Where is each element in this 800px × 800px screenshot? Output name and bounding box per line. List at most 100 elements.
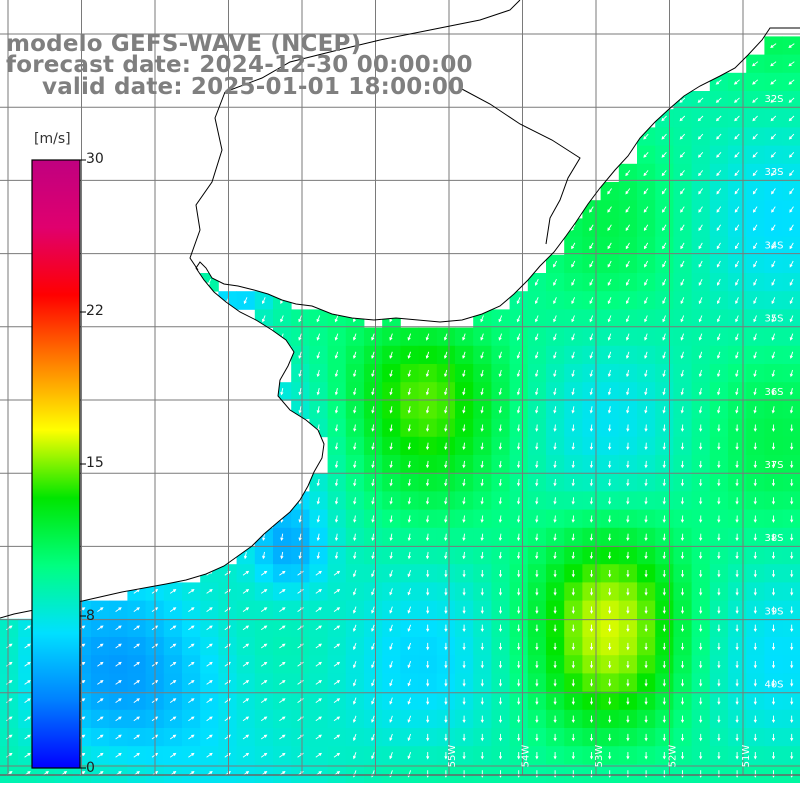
wind-arrow <box>534 279 539 286</box>
wind-arrow <box>316 533 320 542</box>
wind-arrow <box>608 588 612 596</box>
wind-arrow <box>352 752 357 760</box>
wind-arrow <box>426 642 430 651</box>
wind-arrow <box>790 715 794 724</box>
wind-arrow <box>315 607 322 612</box>
wind-arrow <box>662 369 666 378</box>
wind-arrow <box>717 515 721 523</box>
wind-arrow <box>407 442 411 451</box>
wind-arrow <box>389 515 393 523</box>
wind-arrow <box>97 734 104 740</box>
wind-arrow <box>626 479 630 487</box>
wind-arrow <box>753 642 757 651</box>
wind-arrow <box>644 752 648 760</box>
wind-arrow <box>771 479 776 487</box>
wind-arrow <box>662 515 666 523</box>
wind-arrow <box>644 715 648 724</box>
wind-arrow <box>790 497 794 505</box>
wind-arrow <box>626 570 630 578</box>
wind-arrow <box>625 224 630 231</box>
wind-arrow <box>734 170 740 177</box>
wind-arrow <box>371 479 375 487</box>
wind-arrow <box>716 133 722 140</box>
wind-arrow <box>607 297 612 305</box>
wind-arrow <box>753 424 757 432</box>
wind-arrow <box>334 369 339 378</box>
wind-arrow <box>169 752 177 758</box>
wind-arrow <box>698 188 703 195</box>
wind-arrow <box>480 388 484 396</box>
wind-arrow <box>334 515 339 523</box>
wind-arrow <box>480 424 484 432</box>
wind-arrow <box>790 679 794 687</box>
wind-arrow <box>462 333 466 341</box>
wind-arrow <box>517 588 521 596</box>
wind-arrow <box>771 442 776 451</box>
wind-arrow <box>698 388 703 396</box>
wind-arrow <box>462 369 466 378</box>
wind-arrow <box>443 369 448 378</box>
wind-arrow <box>97 643 104 649</box>
wind-arrow <box>389 369 393 378</box>
wind-arrow <box>735 297 739 305</box>
wind-arrow <box>771 533 776 542</box>
wind-arrow <box>133 625 140 631</box>
wind-arrow <box>352 606 357 614</box>
wind-arrow <box>662 224 667 231</box>
wind-arrow <box>644 551 648 560</box>
wind-arrow <box>680 315 685 323</box>
wind-arrow <box>535 679 539 687</box>
wind-arrow <box>206 607 213 612</box>
wind-arrow <box>771 224 776 231</box>
wind-arrow <box>771 606 776 614</box>
wind-arrow <box>462 424 466 432</box>
wind-arrow <box>389 715 393 723</box>
wind-arrow <box>553 424 557 432</box>
wind-arrow <box>352 697 357 705</box>
wind-arrow <box>589 679 594 687</box>
wind-arrow <box>753 733 757 742</box>
wind-arrow <box>535 588 539 596</box>
wind-arrow <box>699 661 703 669</box>
wind-arrow <box>279 734 286 740</box>
wind-arrow <box>334 315 339 323</box>
wind-arrow <box>389 388 393 396</box>
wind-arrow <box>6 680 13 685</box>
wind-arrow <box>680 333 685 341</box>
wind-arrow <box>242 570 250 576</box>
wind-arrow <box>133 643 140 649</box>
wind-arrow <box>717 424 721 432</box>
wind-arrow <box>535 733 539 742</box>
wind-arrow <box>644 606 648 614</box>
wind-arrow <box>753 570 757 578</box>
wind-arrow <box>753 661 757 669</box>
wind-arrow <box>553 752 557 760</box>
model-title: modelo GEFS-WAVE (NCEP) <box>6 31 362 57</box>
wind-arrow <box>462 406 466 414</box>
wind-arrow <box>626 624 630 633</box>
wind-arrow <box>717 588 721 596</box>
wind-arrow <box>644 369 648 378</box>
colorbar-tick-30: 30 <box>86 151 104 167</box>
wind-arrow <box>625 260 630 268</box>
wind-arrow <box>6 625 13 631</box>
wind-arrow <box>571 369 575 378</box>
wind-arrow <box>553 697 557 705</box>
wind-arrow <box>771 206 776 213</box>
wind-arrow <box>315 589 322 594</box>
wind-arrow <box>644 515 648 523</box>
wind-arrow <box>333 661 341 667</box>
wind-arrow <box>535 715 539 724</box>
wind-arrow <box>242 716 250 722</box>
wind-arrow <box>188 734 195 740</box>
wind-arrow <box>298 515 302 523</box>
wind-arrow <box>753 442 757 451</box>
wind-arrow <box>444 697 448 705</box>
wind-arrow <box>734 206 740 213</box>
wind-arrow <box>242 607 250 612</box>
wind-arrow <box>607 515 612 523</box>
wind-arrow <box>389 479 393 487</box>
wind-arrow <box>607 460 612 469</box>
wind-arrow <box>260 661 268 667</box>
wind-arrow <box>571 442 575 451</box>
